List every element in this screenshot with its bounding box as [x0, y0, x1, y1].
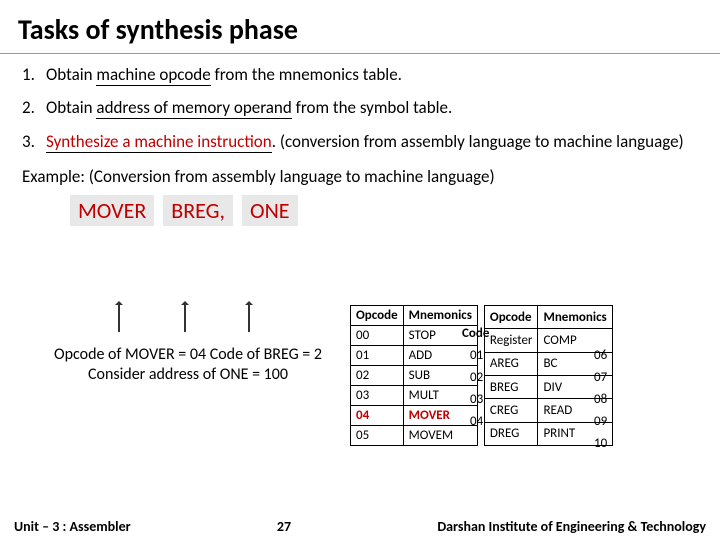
overlay-header-code: Code	[462, 326, 489, 341]
list-item: 2. Obtain address of memory operand from…	[22, 97, 698, 118]
table-row: 04MOVER	[351, 406, 478, 426]
token-one: ONE	[242, 195, 298, 226]
table-row: 05MOVEM	[351, 426, 478, 446]
cell: 04	[351, 406, 404, 426]
overlay-cell: 09	[594, 414, 607, 429]
footer-page: 27	[277, 518, 291, 535]
text-fragment: . (conversion from assembly language to …	[272, 131, 684, 152]
overlay-cell: 01	[470, 348, 483, 363]
cell: 03	[351, 386, 404, 406]
table-row: 03MULT	[351, 386, 478, 406]
cell: 00	[351, 326, 404, 346]
example-label: Example: (Conversion from assembly langu…	[0, 166, 720, 191]
cell: DREG	[484, 422, 538, 445]
list-item: 3. Synthesize a machine instruction. (co…	[22, 131, 698, 152]
footer-institute: Darshan Institute of Engineering & Techn…	[437, 518, 706, 535]
token-mover: MOVER	[70, 195, 154, 226]
underlined-text: machine opcode	[96, 64, 210, 86]
overlay-cell: 10	[594, 436, 607, 451]
cell: ADD	[403, 346, 477, 366]
text-fragment: from the symbol table.	[292, 97, 452, 118]
col-header: Opcode	[484, 306, 538, 329]
overlay-cell: 02	[470, 370, 483, 385]
arrow-group	[88, 302, 348, 342]
slide-title: Tasks of synthesis phase	[0, 0, 720, 54]
footer-unit: Unit – 3 : Assembler	[14, 518, 131, 535]
overlay-cell: 04	[470, 414, 483, 429]
item-text: Synthesize a machine instruction. (conve…	[46, 131, 698, 152]
cell: CREG	[484, 399, 538, 422]
cell: 01	[351, 346, 404, 366]
cell: BREG	[484, 375, 538, 398]
table-row: 01ADD	[351, 346, 478, 366]
cell: 02	[351, 366, 404, 386]
mover-instruction: MOVER BREG, ONE	[0, 191, 720, 226]
cell: Register	[484, 329, 538, 352]
item-number: 1.	[22, 64, 46, 85]
item-text: Obtain machine opcode from the mnemonics…	[46, 64, 698, 85]
overlay-cell: 03	[470, 392, 483, 407]
arrow-icon	[248, 302, 250, 332]
overlay-cell: 08	[594, 392, 607, 407]
arrow-icon	[184, 302, 186, 332]
task-list: 1. Obtain machine opcode from the mnemon…	[0, 54, 720, 166]
overlay-cell: 06	[594, 348, 607, 363]
item-text: Obtain address of memory operand from th…	[46, 97, 698, 118]
cell: SUB	[403, 366, 477, 386]
cell: MOVER	[403, 406, 477, 426]
text-fragment: from the mnemonics table.	[211, 64, 402, 85]
overlay-cell: 07	[594, 370, 607, 385]
table-row: 02SUB	[351, 366, 478, 386]
item-number: 3.	[22, 131, 46, 152]
cell: MULT	[403, 386, 477, 406]
underlined-red-text: Synthesize a machine instruction	[46, 131, 272, 153]
cell: 05	[351, 426, 404, 446]
item-number: 2.	[22, 97, 46, 118]
text-fragment: Obtain	[46, 97, 96, 118]
table-row: 00STOP	[351, 326, 478, 346]
list-item: 1. Obtain machine opcode from the mnemon…	[22, 64, 698, 85]
col-header: Opcode	[351, 306, 404, 326]
mnemonics-table-1: OpcodeMnemonics 00STOP 01ADD 02SUB 03MUL…	[350, 305, 478, 446]
arrow-icon	[118, 302, 120, 332]
col-header: Mnemonics	[403, 306, 477, 326]
cell: MOVEM	[403, 426, 477, 446]
overlapping-text: Opcode of MOVER = 04 Code of BREG = 2 Co…	[28, 345, 348, 385]
token-breg: BREG,	[163, 195, 233, 226]
underlined-text: address of memory operand	[96, 97, 291, 119]
cell: AREG	[484, 352, 538, 375]
text-fragment: Obtain	[46, 64, 96, 85]
col-header: Mnemonics	[538, 306, 612, 329]
footer: Unit – 3 : Assembler 27 Darshan Institut…	[0, 512, 720, 540]
